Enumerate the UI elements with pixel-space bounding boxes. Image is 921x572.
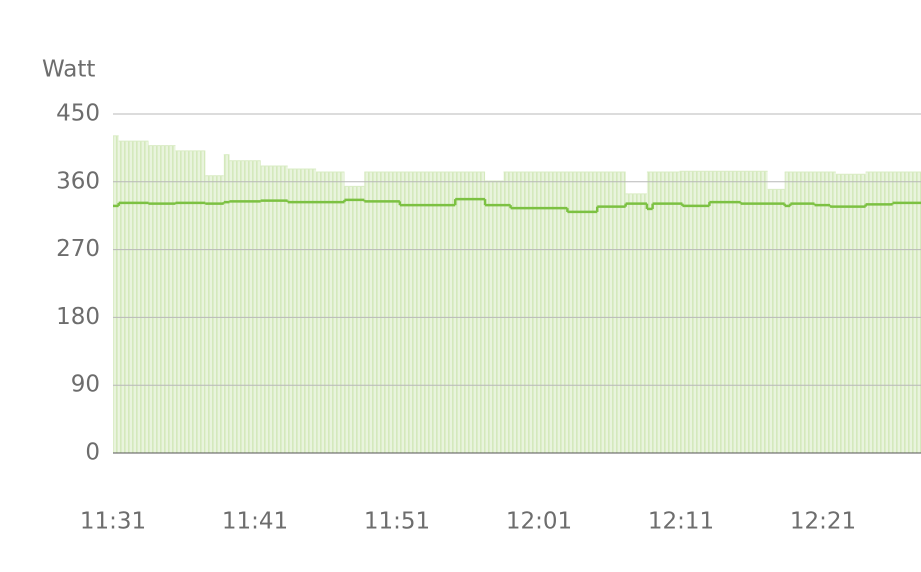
- bar: [625, 193, 647, 453]
- bar: [344, 186, 365, 453]
- y-tick-label: 90: [71, 372, 100, 398]
- bar: [767, 189, 785, 454]
- bar: [646, 172, 680, 454]
- bar: [229, 160, 261, 453]
- y-tick-label: 270: [56, 236, 100, 262]
- bar: [865, 172, 921, 454]
- bar: [205, 175, 224, 454]
- bar: [148, 145, 176, 453]
- x-tick-label: 11:41: [222, 509, 288, 535]
- y-axis-label: Watt: [42, 57, 95, 83]
- bar: [287, 168, 317, 453]
- bar: [113, 135, 119, 453]
- bar: [175, 150, 206, 453]
- bar: [223, 154, 230, 453]
- x-tick-label: 12:21: [790, 509, 856, 535]
- x-tick-label: 11:31: [80, 509, 146, 535]
- bar: [316, 172, 345, 454]
- bar: [835, 174, 866, 453]
- x-tick-label: 12:11: [648, 509, 714, 535]
- y-tick-label: 0: [85, 440, 100, 466]
- y-tick-label: 360: [56, 168, 100, 194]
- y-tick-label: 450: [56, 101, 100, 127]
- bar: [118, 141, 149, 453]
- x-tick-label: 12:01: [506, 509, 572, 535]
- bar: [503, 172, 626, 454]
- bar: [260, 165, 288, 454]
- y-tick-label: 180: [56, 304, 100, 330]
- bar: [679, 171, 768, 453]
- bar: [364, 172, 486, 454]
- bar: [784, 172, 836, 454]
- x-tick-label: 11:51: [364, 509, 430, 535]
